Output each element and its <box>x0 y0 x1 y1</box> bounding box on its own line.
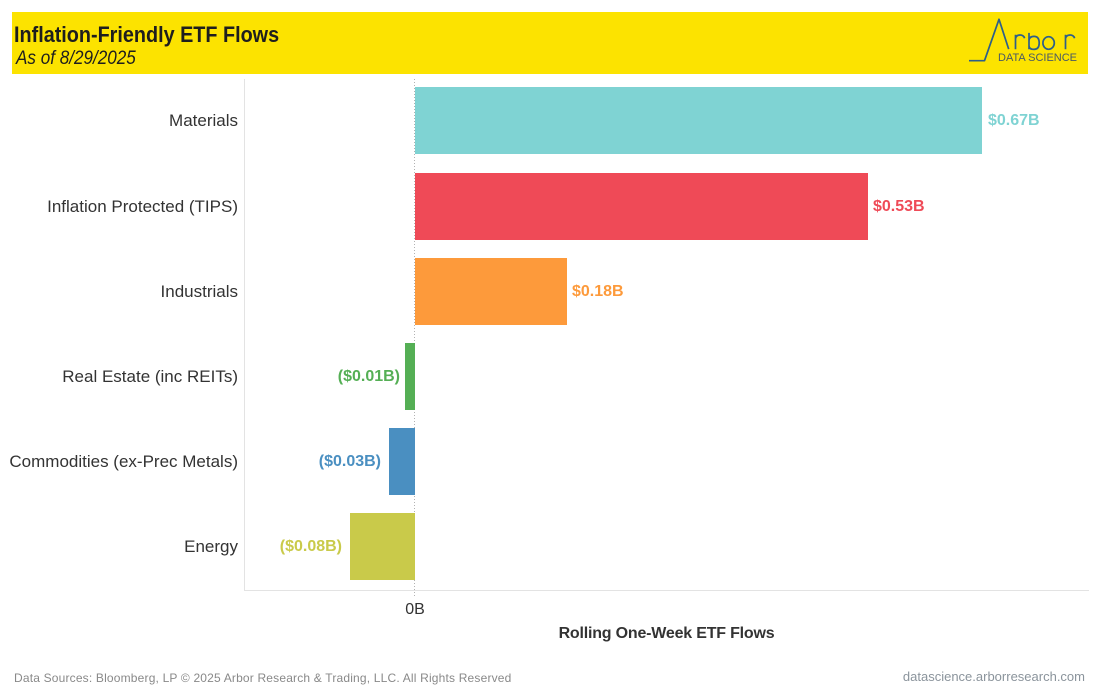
svg-text:DATA SCIENCE: DATA SCIENCE <box>998 52 1077 64</box>
